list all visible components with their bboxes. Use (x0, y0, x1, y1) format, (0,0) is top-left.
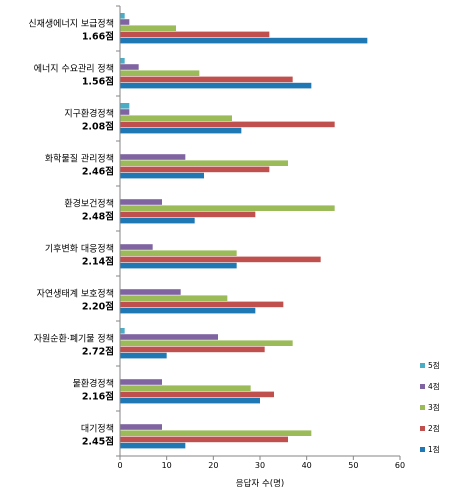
category-label-8: 자원순환·폐기물 정책 (34, 333, 114, 345)
bar-3-series-4 (120, 121, 335, 128)
bar-4-series-5 (120, 172, 204, 179)
bar-6-series-2 (120, 244, 153, 250)
bar-1-series-5 (120, 37, 368, 44)
bar-4-series-3 (120, 160, 288, 166)
category-label-2: 에너지 수요관리 정책 (34, 63, 114, 75)
bar-8-series-2 (120, 334, 218, 340)
legend-swatch-2 (420, 384, 425, 389)
category-label-6: 기후변화 대응정책 (45, 243, 114, 255)
bar-5-series-5 (120, 217, 195, 224)
bar-1-series-1 (120, 13, 125, 19)
category-label-1: 신재생에너지 보급정책 (28, 18, 114, 30)
bar-6-series-5 (120, 262, 237, 269)
x-tick-label: 20 (208, 461, 218, 470)
bar-6-series-3 (120, 250, 237, 256)
legend-swatch-5 (420, 447, 425, 452)
bar-3-series-3 (120, 115, 232, 121)
bar-10-series-3 (120, 430, 312, 436)
bar-3-series-5 (120, 127, 242, 134)
bar-9-series-2 (120, 379, 162, 385)
bar-7-series-3 (120, 295, 228, 301)
category-label-5: 환경보건정책 (64, 198, 114, 210)
bar-8-series-5 (120, 352, 167, 359)
bar-10-series-5 (120, 442, 186, 449)
legend-label-5: 1점 (428, 444, 440, 454)
x-tick-label: 0 (117, 461, 122, 470)
category-label-3: 지구환경정책 (64, 108, 114, 120)
bar-8-series-3 (120, 340, 293, 346)
legend-label-4: 2점 (428, 423, 440, 433)
bar-3-series-1 (120, 103, 130, 109)
legend-swatch-4 (420, 426, 425, 431)
category-score-3: 2.08점 (82, 121, 114, 133)
bar-9-series-3 (120, 385, 251, 391)
x-tick-label: 30 (255, 461, 265, 470)
category-score-8: 2.72점 (82, 346, 114, 358)
x-tick-label: 10 (162, 461, 172, 470)
bar-1-series-2 (120, 19, 130, 25)
category-label-10: 대기정책 (81, 423, 114, 435)
bar-7-series-2 (120, 289, 181, 295)
category-label-4: 화학물질 관리정책 (45, 153, 114, 165)
bar-2-series-1 (120, 58, 125, 64)
legend-swatch-3 (420, 405, 425, 410)
category-label-7: 자연생태계 보호정책 (37, 288, 114, 300)
bar-8-series-1 (120, 328, 125, 334)
category-score-9: 2.16점 (82, 391, 114, 403)
bar-2-series-3 (120, 70, 200, 76)
bar-5-series-2 (120, 199, 162, 205)
plot-area (116, 5, 400, 457)
category-score-1: 1.66점 (82, 31, 114, 43)
bar-4-series-4 (120, 166, 270, 173)
bar-9-series-5 (120, 397, 260, 404)
bar-7-series-5 (120, 307, 256, 314)
bar-4-series-2 (120, 154, 186, 160)
bar-2-series-4 (120, 76, 293, 83)
bar-5-series-3 (120, 205, 335, 211)
category-score-7: 2.20점 (82, 301, 114, 313)
x-tick-label: 60 (395, 461, 405, 470)
category-score-10: 2.45점 (82, 436, 114, 448)
category-score-5: 2.48점 (82, 211, 114, 223)
category-score-6: 2.14점 (82, 256, 114, 268)
bar-6-series-4 (120, 256, 321, 263)
bar-2-series-2 (120, 64, 139, 70)
legend: 5점 4점 3점 2점 1점 (420, 360, 440, 454)
legend-label-2: 4점 (428, 381, 440, 391)
x-tick-label: 50 (348, 461, 358, 470)
category-score-2: 1.56점 (82, 76, 114, 88)
bar-9-series-4 (120, 391, 274, 398)
category-score-4: 2.46점 (82, 166, 114, 178)
bar-1-series-4 (120, 31, 270, 38)
legend-swatch-1 (420, 363, 425, 368)
bar-2-series-5 (120, 82, 312, 89)
bar-3-series-2 (120, 109, 130, 115)
category-label-9: 물환경정책 (73, 378, 114, 390)
bar-8-series-4 (120, 346, 265, 353)
x-axis-ticks: 0 10 20 30 40 50 60 (117, 456, 405, 470)
legend-label-1: 5점 (428, 360, 440, 370)
bar-10-series-4 (120, 436, 288, 443)
bar-1-series-3 (120, 25, 176, 31)
legend-label-3: 3점 (428, 402, 440, 412)
bar-5-series-4 (120, 211, 256, 218)
bar-7-series-4 (120, 301, 284, 308)
bar-10-series-2 (120, 424, 162, 430)
x-tick-label: 40 (302, 461, 312, 470)
x-axis-label: 응답자 수(명) (236, 478, 284, 489)
